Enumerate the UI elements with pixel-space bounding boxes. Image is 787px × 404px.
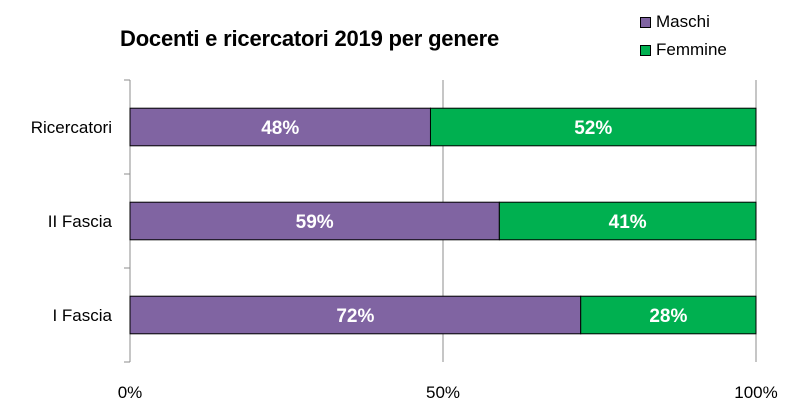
legend-item-femmine: Femmine [640,36,727,64]
x-tick-label-2: 100% [734,383,777,402]
bar-femmine-2 [580,295,757,335]
legend-swatch-maschi [640,16,651,28]
data-label-femmine-1: 41% [609,212,647,233]
legend-swatch-femmine [640,44,651,56]
legend-item-maschi: Maschi [640,8,727,36]
x-tick-label-1: 50% [426,383,460,402]
y-category-label-2: I Fascia [52,306,112,325]
data-label-maschi-1: 59% [296,212,334,233]
data-label-maschi-2: 72% [336,306,374,327]
legend-label-femmine: Femmine [656,40,727,59]
y-category-label-0: Ricercatori [31,118,112,137]
bar-femmine-1 [498,201,757,241]
chart-title: Docenti e ricercatori 2019 per genere [120,26,500,51]
data-label-femmine-2: 28% [649,306,687,327]
y-category-label-1: II Fascia [48,212,113,231]
data-label-femmine-0: 52% [574,118,612,139]
x-tick-label-0: 0% [118,383,143,402]
bar-maschi-2 [129,295,582,335]
legend-label-maschi: Maschi [656,12,710,31]
legend: Maschi Femmine [640,8,727,64]
bar-femmine-0 [429,107,757,147]
data-label-maschi-0: 48% [261,118,299,139]
